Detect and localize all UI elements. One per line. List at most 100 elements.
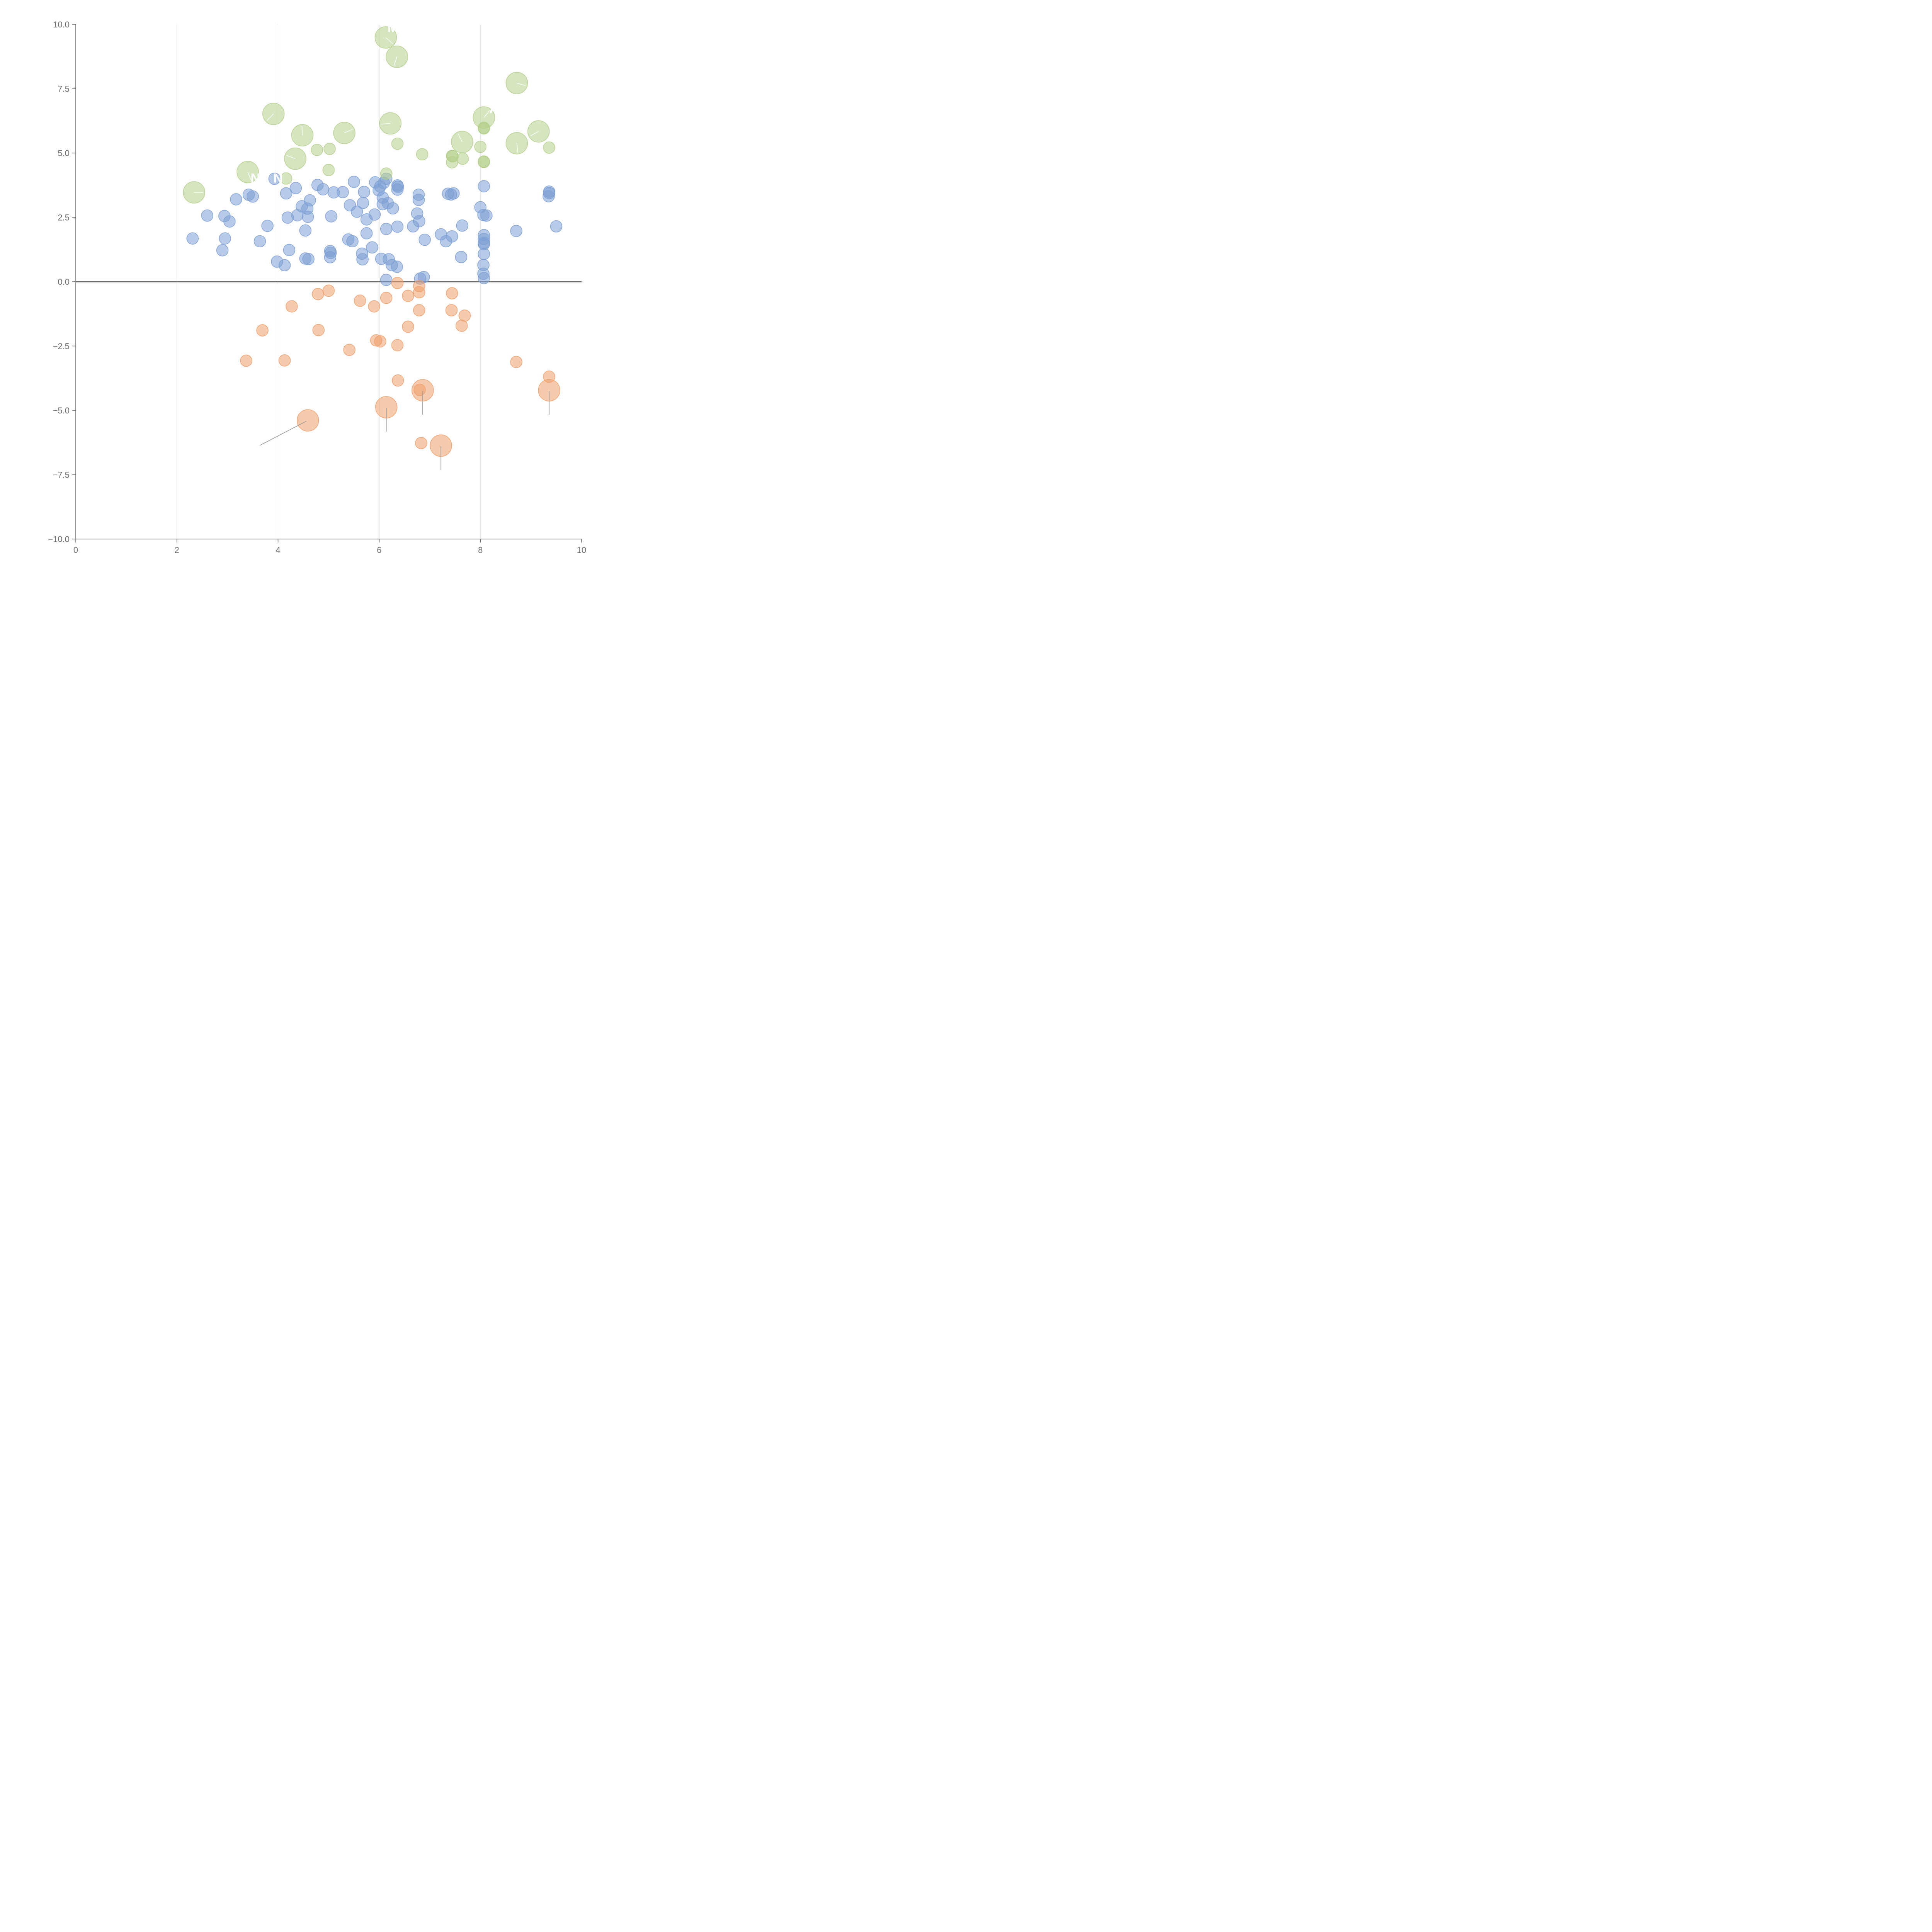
data-point-blue: [348, 175, 360, 188]
leader-line: [517, 83, 526, 86]
data-point-blue: [543, 185, 555, 198]
leader-line: [385, 37, 393, 44]
y-tick-label: 2.5: [58, 213, 70, 223]
data-point-orange: [392, 374, 404, 387]
leader-line: [516, 143, 518, 153]
data-point-green: [543, 141, 555, 154]
data-point-blue: [455, 251, 468, 263]
data-point-blue: [380, 223, 393, 235]
data-point-blue: [413, 215, 425, 228]
data-point-blue: [358, 185, 370, 198]
data-point-blue: [412, 189, 425, 201]
data-point-green: [446, 150, 458, 162]
data-point-orange: [402, 289, 414, 302]
leader-line: [381, 123, 391, 124]
data-point-blue: [391, 260, 403, 273]
data-point-orange: [354, 294, 366, 307]
y-tick: −5.0: [53, 406, 76, 415]
data-point-blue: [219, 232, 231, 245]
data-point-orange: [240, 354, 252, 367]
y-tick: 0.0: [58, 277, 76, 287]
data-point-orange: [402, 320, 414, 333]
bubble-chart: M A NN 10.0 7.5 5.0 2.5 0.0 −2.5 −5.0 −7.5 −10.00 2…: [48, 20, 586, 555]
y-tick: 2.5: [58, 213, 76, 223]
data-point-blue: [418, 233, 431, 246]
data-point-blue: [324, 247, 337, 259]
data-point-blue: [261, 219, 274, 232]
leader-line: [483, 110, 490, 118]
y-tick: 7.5: [58, 84, 76, 94]
leader-line: [393, 56, 397, 66]
data-point-blue: [223, 215, 236, 228]
annotation-label: A: [489, 102, 499, 116]
data-point-blue: [391, 183, 404, 196]
data-point-orange: [415, 437, 427, 449]
annotation-label: N: [250, 171, 260, 186]
data-point-blue: [510, 225, 522, 237]
data-point-orange: [446, 287, 458, 299]
data-point-blue: [325, 210, 337, 223]
x-tick: 10: [577, 539, 586, 555]
data-point-blue: [351, 206, 363, 218]
y-tick-label: −5.0: [53, 406, 70, 415]
data-point-orange: [413, 280, 425, 293]
data-point-blue: [477, 259, 490, 271]
y-tick: −7.5: [53, 470, 76, 480]
data-point-orange: [445, 304, 458, 316]
data-point-green: [456, 152, 469, 165]
data-point-green: [474, 141, 486, 153]
y-tick-label: −7.5: [53, 470, 70, 480]
data-point-blue: [317, 183, 329, 196]
y-tick: −2.5: [53, 342, 76, 351]
x-tick: 6: [377, 539, 382, 555]
axes: 10.0 7.5 5.0 2.5 0.0 −2.5 −5.0 −7.5 −10.00 2 4 6 8 10: [48, 20, 586, 555]
data-point-orange: [458, 310, 471, 322]
x-tick-label: 0: [73, 545, 78, 555]
data-point-orange-large: [297, 409, 319, 432]
annotation-label: N: [273, 171, 283, 186]
data-point-orange: [343, 344, 355, 356]
data-point-green: [416, 148, 429, 161]
data-point-green: [478, 156, 490, 168]
data-point-blue: [304, 194, 316, 207]
y-tick-label: 7.5: [58, 84, 70, 94]
x-tick: 4: [276, 539, 281, 555]
data-point-orange: [510, 356, 522, 368]
data-point-blue: [278, 259, 291, 272]
data-point-orange: [391, 277, 404, 289]
data-point-blue: [360, 227, 373, 240]
y-tick: 10.0: [53, 20, 76, 29]
leader-line: [247, 172, 252, 181]
leader-line: [259, 421, 307, 446]
x-tick-label: 10: [577, 545, 586, 555]
data-point-blue: [380, 274, 393, 286]
data-point-blue: [346, 235, 359, 248]
data-point-blue: [446, 230, 458, 243]
leader-line: [457, 133, 463, 142]
data-point-orange: [312, 324, 325, 336]
data-point-blue: [201, 209, 214, 222]
leader-line: [267, 114, 274, 121]
data-point-blue: [186, 232, 199, 245]
x-tick: 0: [73, 539, 78, 555]
data-point-green: [391, 138, 404, 150]
x-tick-label: 6: [377, 545, 381, 555]
x-tick: 2: [175, 539, 179, 555]
data-point-orange: [374, 335, 386, 348]
x-tick-label: 8: [478, 545, 483, 555]
leader-line: [286, 155, 296, 159]
x-tick: 8: [478, 539, 483, 555]
data-point-blue: [357, 197, 369, 209]
data-point-orange: [368, 300, 381, 313]
data-points: [183, 26, 563, 457]
data-point-blue: [299, 224, 312, 237]
data-point-blue: [368, 208, 381, 221]
leader-line: [344, 129, 353, 133]
y-tick-label: 0.0: [58, 277, 70, 287]
x-tick-label: 2: [175, 545, 179, 555]
data-point-blue: [447, 187, 460, 200]
data-point-blue: [283, 244, 296, 256]
y-tick-label: −10.0: [48, 534, 70, 544]
data-point-orange: [312, 288, 324, 300]
y-tick-label: 5.0: [58, 148, 70, 158]
